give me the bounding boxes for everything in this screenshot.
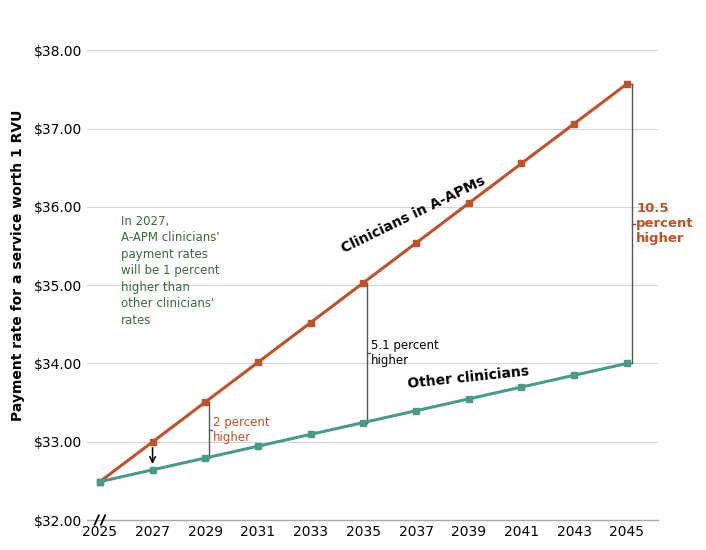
Text: In 2027,
A-APM clinicians'
payment rates
will be 1 percent
higher than
other cli: In 2027, A-APM clinicians' payment rates… <box>121 214 220 327</box>
Y-axis label: Payment rate for a service worth 1 RVU: Payment rate for a service worth 1 RVU <box>11 110 25 421</box>
Text: 2 percent
higher: 2 percent higher <box>213 416 270 444</box>
Text: 10.5
percent
higher: 10.5 percent higher <box>636 202 694 245</box>
Text: Other clinicians: Other clinicians <box>407 365 530 391</box>
Text: Clinicians in A-APMs: Clinicians in A-APMs <box>339 174 487 256</box>
Text: 5.1 percent
higher: 5.1 percent higher <box>371 339 439 367</box>
